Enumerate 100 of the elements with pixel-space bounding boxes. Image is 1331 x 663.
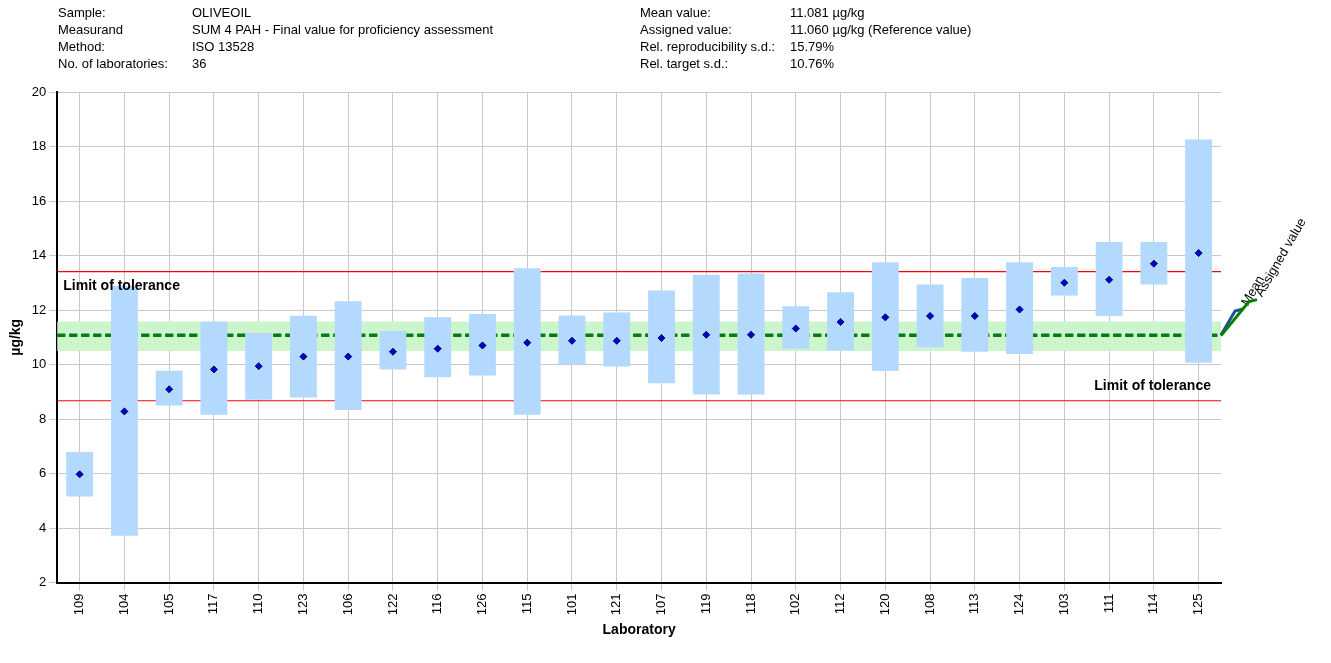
x-tick-label: 108 [921, 593, 937, 616]
x-tick-label: 111 [1100, 593, 1116, 614]
y-tick-label: 8 [39, 410, 47, 426]
y-tick-label: 6 [39, 465, 47, 481]
text: 15.79% [790, 38, 836, 55]
point [881, 313, 890, 322]
point [747, 331, 755, 339]
text: No. of laboratories: [58, 55, 169, 72]
point [1015, 305, 1024, 314]
bar [692, 274, 720, 395]
ref-line-label: Limit of tolerance [1094, 376, 1212, 393]
text: Measurand [58, 21, 125, 38]
bar [155, 370, 183, 406]
bar [334, 301, 362, 411]
ref-line-label: Limit of tolerance [63, 277, 181, 294]
text: Method: [58, 38, 106, 55]
x-tick-label: 113 [966, 593, 982, 615]
bar [1006, 262, 1034, 354]
y-tick-label: 14 [31, 247, 47, 263]
y-axis-title: µg/kg [7, 318, 24, 356]
x-tick-label: 104 [115, 593, 131, 616]
y-tick-label: 2 [39, 574, 47, 590]
bar [737, 273, 765, 395]
x-tick-label: 124 [1011, 593, 1027, 616]
x-tick-label: 115 [518, 593, 534, 615]
x-tick-label: 110 [250, 593, 266, 615]
bar [245, 332, 273, 400]
point [254, 362, 263, 370]
bar [558, 315, 586, 365]
bar [1095, 241, 1123, 316]
point [75, 470, 84, 479]
text: Sample: [58, 4, 107, 21]
y-tick-label: 16 [31, 192, 47, 208]
text: Rel. target s.d.: [640, 55, 730, 72]
point [568, 337, 576, 345]
point [1105, 276, 1113, 284]
bar [1050, 266, 1078, 296]
point [836, 318, 845, 326]
x-tick-label: 114 [1145, 593, 1161, 615]
bar [782, 306, 810, 349]
text: Assigned value: [640, 21, 733, 38]
y-tick-label: 10 [31, 356, 47, 372]
point [657, 334, 666, 342]
point [792, 324, 800, 333]
point [299, 352, 308, 361]
point [433, 344, 442, 353]
text: SUM 4 PAH - Final value for proficiency assessment [192, 21, 495, 38]
bar [1140, 241, 1168, 285]
x-tick-label: 118 [742, 593, 758, 615]
x-tick-label: 121 [608, 593, 624, 616]
x-tick-label: 112 [832, 593, 848, 615]
x-tick-label: 106 [339, 593, 355, 616]
bar [290, 315, 317, 398]
point [478, 341, 487, 350]
x-tick-label: 105 [160, 593, 176, 616]
text: Mean value: [640, 4, 712, 21]
x-tick-label: 107 [653, 593, 669, 616]
bar [916, 284, 944, 348]
bar [379, 330, 407, 370]
point [613, 337, 621, 345]
bar [1185, 139, 1213, 363]
y-tick-label: 4 [39, 519, 47, 535]
point [1150, 259, 1158, 268]
bar [961, 278, 989, 352]
x-tick-label: 103 [1055, 593, 1071, 616]
point [210, 365, 218, 374]
bar [200, 321, 228, 415]
point [1194, 249, 1203, 257]
bar [424, 317, 452, 378]
x-tick-label: 102 [787, 593, 803, 616]
x-tick-label: 126 [474, 593, 490, 616]
text: Rel. reproducibility s.d.: [640, 38, 777, 55]
text: 10.76% [790, 55, 836, 72]
x-tick-label: 122 [384, 593, 400, 616]
text: OLIVEOIL [192, 4, 253, 21]
bar [513, 268, 541, 415]
x-tick-label: 117 [205, 593, 221, 615]
bar [66, 451, 94, 497]
text: 11.081 µg/kg [790, 4, 866, 21]
y-tick-label: 12 [31, 301, 47, 317]
point [120, 407, 129, 416]
x-tick-label: 116 [429, 593, 445, 615]
point [389, 347, 397, 356]
x-tick-label: 119 [697, 593, 713, 615]
text: 36 [192, 55, 208, 72]
text: 11.060 µg/kg (Reference value) [790, 21, 973, 38]
point [523, 338, 531, 347]
bar [648, 290, 675, 384]
x-tick-label: 123 [295, 593, 311, 616]
point [926, 312, 934, 320]
x-tick-label: 120 [876, 593, 892, 616]
x-axis-title: Laboratory [602, 621, 676, 638]
bar [871, 262, 899, 372]
bar [603, 312, 631, 367]
x-tick-label: 109 [71, 593, 87, 616]
point [971, 312, 979, 320]
point [702, 331, 711, 339]
bar [827, 292, 854, 351]
bar [469, 314, 496, 376]
y-tick-label: 18 [31, 138, 47, 154]
